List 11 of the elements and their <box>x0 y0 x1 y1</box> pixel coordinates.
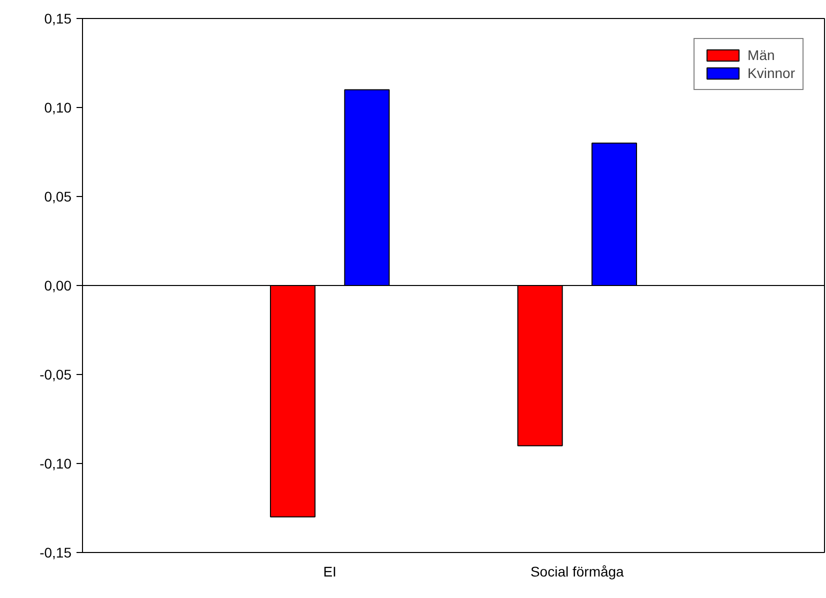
legend-label: Kvinnor <box>748 65 795 81</box>
x-tick-label: EI <box>323 564 336 580</box>
legend-label: Män <box>748 47 775 63</box>
y-tick-label: -0,15 <box>40 544 72 560</box>
y-tick-label: -0,10 <box>40 456 72 472</box>
y-tick-label: -0,05 <box>40 366 72 382</box>
y-tick-label: 0,10 <box>44 100 72 116</box>
y-tick-label: 0,05 <box>44 188 72 204</box>
x-tick-label: Social förmåga <box>530 564 624 580</box>
y-tick-label: 0,00 <box>44 278 72 294</box>
y-tick-label: 0,15 <box>44 10 72 26</box>
